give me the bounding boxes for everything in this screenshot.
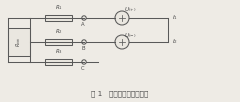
Text: 图 1   温度测量的检测电路: 图 1 温度测量的检测电路 [91,90,149,97]
Text: $R_3$: $R_3$ [54,48,62,57]
Text: $R_2$: $R_2$ [54,28,62,37]
Circle shape [115,11,129,25]
Circle shape [115,35,129,49]
Text: A: A [81,23,85,28]
Circle shape [82,60,86,64]
Text: $R_{线线线}$: $R_{线线线}$ [15,37,23,47]
Bar [45,15,72,21]
Text: $U_{(-)}$: $U_{(-)}$ [124,32,137,40]
Text: $R_1$: $R_1$ [54,4,62,13]
Text: C: C [81,67,85,72]
Circle shape [82,16,86,20]
Bar [45,59,72,65]
Text: $U_{(+)}$: $U_{(+)}$ [124,6,137,14]
Bar [45,39,72,45]
Text: $I_2$: $I_2$ [172,38,178,46]
Text: $I_1$: $I_1$ [172,14,178,22]
Text: B: B [81,47,85,52]
Circle shape [82,40,86,44]
Bar [8,28,30,56]
